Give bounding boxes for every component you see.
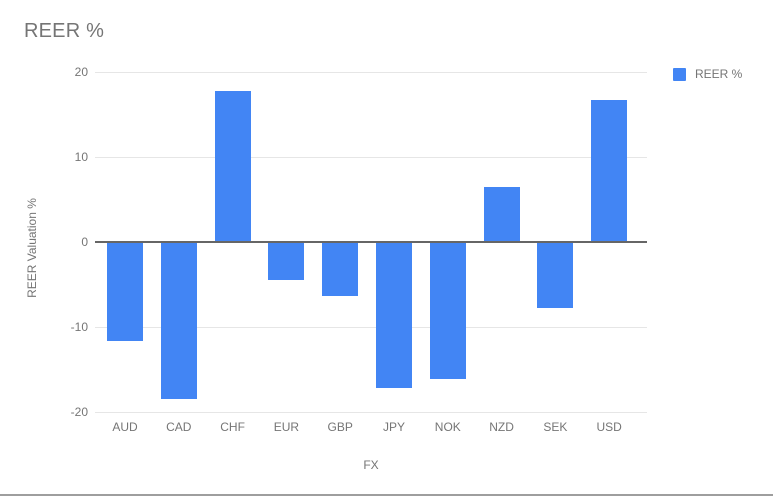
y-tick-label: -10	[70, 320, 88, 334]
bar-GBP[interactable]	[322, 242, 359, 296]
bottom-divider	[0, 494, 773, 496]
x-tick-label-NOK: NOK	[434, 420, 461, 434]
x-tick-label-CHF: CHF	[220, 420, 245, 434]
y-tick-label: -20	[70, 405, 88, 419]
x-tick-label-NZD: NZD	[489, 420, 514, 434]
x-tick-label-USD: USD	[596, 420, 622, 434]
gridline	[95, 72, 647, 73]
bar-NOK[interactable]	[429, 242, 466, 379]
legend-item[interactable]: REER %	[673, 67, 742, 81]
x-axis-title: FX	[363, 458, 379, 472]
x-tick-label-AUD: AUD	[112, 420, 138, 434]
bar-CHF[interactable]	[214, 90, 251, 242]
plot-area	[95, 72, 647, 413]
zero-axis-line	[95, 241, 647, 243]
gridline	[95, 327, 647, 328]
legend-label: REER %	[695, 67, 743, 81]
bar-EUR[interactable]	[268, 242, 305, 281]
bar-SEK[interactable]	[537, 242, 574, 309]
bar-JPY[interactable]	[376, 242, 412, 389]
gridline	[95, 157, 647, 158]
bar-NZD[interactable]	[483, 186, 520, 242]
y-tick-label: 0	[81, 235, 88, 249]
x-tick-label-GBP: GBP	[327, 420, 353, 434]
bar-USD[interactable]	[591, 100, 628, 242]
chart-title: REER %	[24, 20, 105, 42]
y-tick-label: 20	[74, 65, 88, 79]
legend-swatch-icon	[673, 67, 686, 81]
x-tick-label-CAD: CAD	[166, 420, 192, 434]
x-tick-label-EUR: EUR	[273, 420, 300, 434]
x-tick-label-SEK: SEK	[543, 420, 568, 434]
x-tick-label-JPY: JPY	[382, 420, 406, 434]
y-tick-label: 10	[74, 150, 88, 164]
bar-CAD[interactable]	[160, 242, 197, 400]
bar-AUD[interactable]	[107, 242, 143, 341]
gridline	[95, 412, 647, 413]
